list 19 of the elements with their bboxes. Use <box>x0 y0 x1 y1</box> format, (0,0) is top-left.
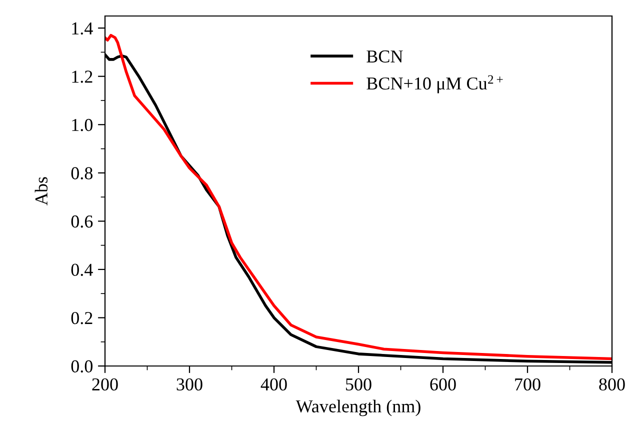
x-tick-label: 800 <box>599 378 625 391</box>
y-tick-label: 1.0 <box>72 118 93 132</box>
y-tick-label: 0.0 <box>71 360 93 373</box>
y-tick-label: 0.6 <box>71 215 93 228</box>
y-tick-label: 0.2 <box>71 312 92 324</box>
legend-label: BCN <box>366 50 403 63</box>
x-tick-label: 500 <box>346 378 372 391</box>
legend-label: BCN+10 μM Cu$^{2+}$ <box>366 75 503 94</box>
x-tick-label: 200 <box>92 378 118 391</box>
y-axis-title: Abs <box>34 177 48 206</box>
y-tick-label: 1.2 <box>72 70 92 83</box>
x-tick-label: 700 <box>515 378 540 391</box>
y-tick-label: 0.8 <box>71 167 93 180</box>
x-tick-label: 300 <box>176 378 202 391</box>
x-tick-label: 400 <box>260 378 287 391</box>
y-tick-label: 1.4 <box>72 22 93 35</box>
y-tick-label: 0.4 <box>71 264 93 276</box>
x-tick-label: 600 <box>430 378 456 391</box>
x-axis-title: Wavelength (nm) <box>296 400 420 416</box>
